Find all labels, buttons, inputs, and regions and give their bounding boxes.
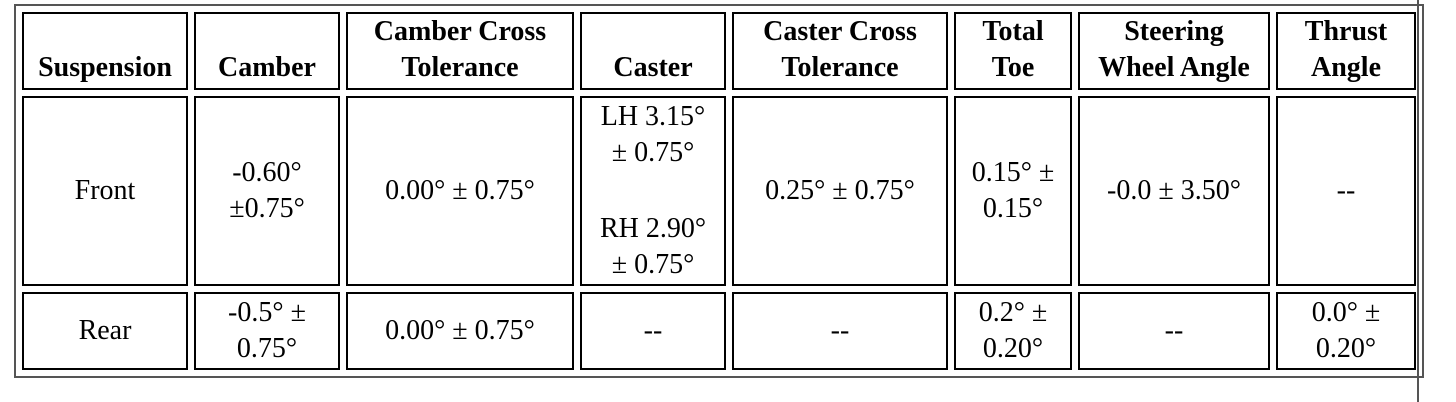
data-cell: Front [22,96,188,286]
cell-line: ±0.75° [229,193,305,224]
cell-line: -0.0 ± 3.50° [1107,175,1241,206]
cell-line: -0.60° [232,157,302,188]
header-row: Suspension Camber Camber Cross Tolerance Cas… [22,12,1416,90]
cell-line: 0.15° ± [971,157,1055,188]
header-cell: Caster Cross Tolerance [732,12,948,90]
data-cell: -- [1078,292,1270,370]
edge-line [1417,0,1419,402]
cell-line: ± 0.75° [611,137,695,168]
header-cell: Camber [194,12,340,90]
cell-line: 0.2° ± [978,297,1048,328]
cell-line: 0.00° ± 0.75° [385,315,535,346]
cell-line: Total [982,16,1044,47]
header-cell: Suspension [22,12,188,90]
cell-line: Caster [613,52,693,83]
cell-line: 0.15° [982,193,1044,224]
data-cell: 0.15° ± 0.15° [954,96,1072,286]
cell-line: 0.0° ± [1311,297,1381,328]
data-cell: LH 3.15° ± 0.75° RH 2.90° ± 0.75° [580,96,726,286]
table-frame: Suspension Camber Camber Cross Tolerance Cas… [14,4,1424,378]
data-cell: -0.0 ± 3.50° [1078,96,1270,286]
cell-line: Suspension [38,52,172,83]
header-cell: Camber Cross Tolerance [346,12,574,90]
spec-table: Suspension Camber Camber Cross Tolerance Cas… [14,4,1424,378]
header-cell: Total Toe [954,12,1072,90]
cell-line: 0.25° ± 0.75° [765,175,915,206]
cell-line: Tolerance [401,52,519,83]
cell-line: Front [74,175,136,206]
data-cell: -0.60° ±0.75° [194,96,340,286]
data-cell: -- [580,292,726,370]
cell-line: 0.00° ± 0.75° [385,175,535,206]
data-cell: 0.0° ± 0.20° [1276,292,1416,370]
cell-line: -- [1164,315,1184,346]
cell-line: Camber Cross [373,16,547,47]
data-cell: 0.2° ± 0.20° [954,292,1072,370]
cell-line: Steering [1124,16,1224,47]
cell-line: 0.20° [1315,333,1377,364]
cell-line: LH 3.15° [600,101,706,132]
cell-line: ± 0.75° [611,249,695,280]
cell-line: -- [1336,175,1356,206]
cell-line: RH 2.90° [599,213,707,244]
data-row: Front -0.60° ±0.75° 0.00° ± 0.75° LH 3.15° ± … [22,96,1416,286]
data-row: Rear -0.5° ±0.75° 0.00° ± 0.75° -- -- 0.2° ±0… [22,292,1416,370]
data-cell: -- [732,292,948,370]
cell-line: -- [830,315,850,346]
data-cell: Rear [22,292,188,370]
data-cell: -- [1276,96,1416,286]
cell-line: -0.5° ± [228,297,306,328]
cell-line: Camber [218,52,316,83]
cell-line: Angle [1311,52,1381,83]
cell-line: Tolerance [781,52,899,83]
cell-line: 0.75° [236,333,298,364]
data-cell: 0.00° ± 0.75° [346,96,574,286]
cell-line: Thrust [1304,16,1388,47]
cell-line: 0.20° [982,333,1044,364]
cell-line: -- [643,315,663,346]
header-cell: Thrust Angle [1276,12,1416,90]
data-cell: 0.25° ± 0.75° [732,96,948,286]
cell-line: Rear [78,315,132,346]
cell-line: Wheel Angle [1098,52,1250,83]
cell-line: Toe [991,52,1035,83]
data-cell: 0.00° ± 0.75° [346,292,574,370]
cell-line: Caster Cross [763,16,917,47]
header-cell: Caster [580,12,726,90]
header-cell: Steering Wheel Angle [1078,12,1270,90]
data-cell: -0.5° ± 0.75° [194,292,340,370]
